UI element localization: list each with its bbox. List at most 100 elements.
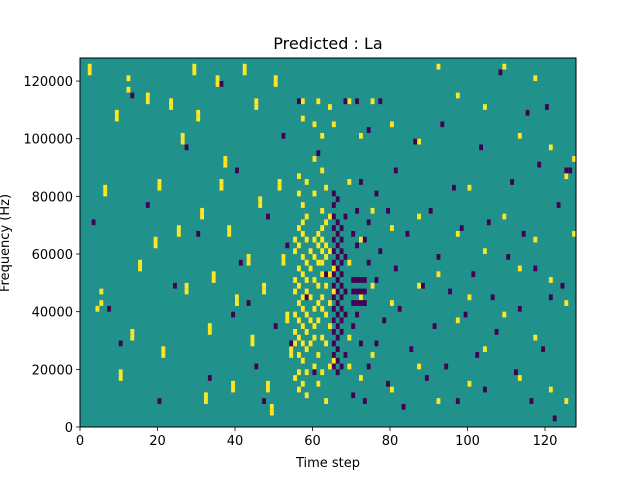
heatmap-cell-low [514,369,518,376]
heatmap-cell-high [273,81,278,87]
heatmap-cell-high [467,294,472,301]
heatmap-cell-low [525,109,530,116]
heatmap-cell-low [130,92,135,99]
heatmap-cell-low [444,363,449,370]
heatmap-cell-high [180,138,185,145]
heatmap-cell-high [308,265,313,272]
heatmap-cell-low [362,236,367,243]
heatmap-cell-low [343,288,348,295]
heatmap-cell-low [331,271,336,278]
heatmap-cell-high [297,282,301,289]
heatmap-cell-high [262,288,267,295]
heatmap-cell-low [359,300,363,306]
heatmap-cell-high [215,81,220,87]
heatmap-cell-high [324,311,329,318]
heatmap-cell-high [87,69,92,76]
heatmap-cell-high [436,271,441,278]
heatmap-cell-high [390,300,394,306]
heatmap-cell-low [107,305,112,312]
y-tick-label: 40000 [32,306,73,321]
heatmap-cell-high [196,109,201,116]
heatmap-cell-high [277,179,282,185]
heatmap-cell-high [161,352,166,358]
heatmap-cell-high [293,340,298,347]
heatmap-cell-low [386,380,391,387]
heatmap-cell-high [316,317,321,324]
heatmap-cell-low [331,363,336,370]
heatmap-cell-low [428,207,433,214]
heatmap-cell-high [331,121,336,128]
heatmap-cell-high [533,334,538,341]
heatmap-cell-high [328,300,332,306]
heatmap-cell-high [320,167,325,174]
heatmap-cell-low [343,213,348,220]
heatmap-cell-low [343,98,348,105]
heatmap-cell-high [304,392,309,399]
heatmap-cell-low [452,184,456,191]
heatmap-cell-low [533,265,538,272]
heatmap-cell-high [390,225,394,231]
heatmap-cell-high [308,317,313,324]
heatmap-cell-low [196,230,201,237]
heatmap-cell-high [126,75,131,82]
heatmap-cell-low [401,403,406,410]
heatmap-cell-high [370,352,375,358]
heatmap-cell-low [397,305,402,312]
heatmap-cell-high [300,380,305,387]
heatmap-cell-high [192,63,197,70]
heatmap-cell-high [483,104,487,110]
heatmap-cell-high [320,207,325,214]
heatmap-cell-high [118,375,123,381]
heatmap-cell-low [463,311,468,318]
heatmap-cell-high [304,328,309,335]
heatmap-cell-high [304,259,309,266]
heatmap-cell-low [355,288,360,295]
heatmap-cell-low [378,248,383,255]
heatmap-cell-high [417,282,422,289]
heatmap-cell-high [320,225,325,231]
heatmap-cell-low [355,98,360,105]
heatmap-cell-low [351,300,356,306]
heatmap-cell-low [281,132,286,139]
heatmap-cell-high [324,184,329,191]
x-tick-label: 120 [533,434,558,449]
heatmap-cell-low [335,323,340,329]
heatmap-cell-low [331,236,336,243]
plot-area [79,57,577,428]
heatmap-cell-high [548,144,553,151]
heatmap-cell-low [483,386,487,393]
heatmap-cell-high [242,63,247,70]
heatmap-cell-low [552,415,557,422]
heatmap-cell-high [207,328,212,335]
heatmap-cell-high [258,202,263,208]
heatmap-cell-high [297,242,301,249]
heatmap-cell-low [494,328,499,335]
heatmap-cell-low [289,340,294,347]
heatmap-cell-low [490,294,495,301]
heatmap-cell-high [304,213,309,220]
heatmap-cell-high [211,277,216,283]
heatmap-cell-high [320,305,325,312]
heatmap-cell-low [157,398,162,404]
heatmap-cell-low [331,352,336,358]
plot-frame [79,57,577,428]
heatmap-cell-low [517,305,522,312]
heatmap-cell-low [386,207,391,214]
heatmap-cell-high [145,92,150,99]
heatmap-cell-high [126,86,131,93]
heatmap-cell-high [417,138,422,145]
heatmap-cell-high [347,259,352,266]
heatmap-cell-high [483,346,487,353]
heatmap-cell-low [436,254,441,260]
heatmap-cell-high [293,311,298,318]
y-tick-label: 20000 [32,363,73,378]
heatmap-cell-high [417,363,422,370]
heatmap-cell-low [331,294,336,301]
heatmap-cell-high [130,334,135,341]
heatmap-cell-high [157,179,162,185]
heatmap-cell-high [370,98,375,105]
heatmap-cell-high [390,386,394,393]
heatmap-cell-low [335,242,340,249]
heatmap-cell-high [153,242,158,249]
heatmap-cell-high [312,323,317,329]
